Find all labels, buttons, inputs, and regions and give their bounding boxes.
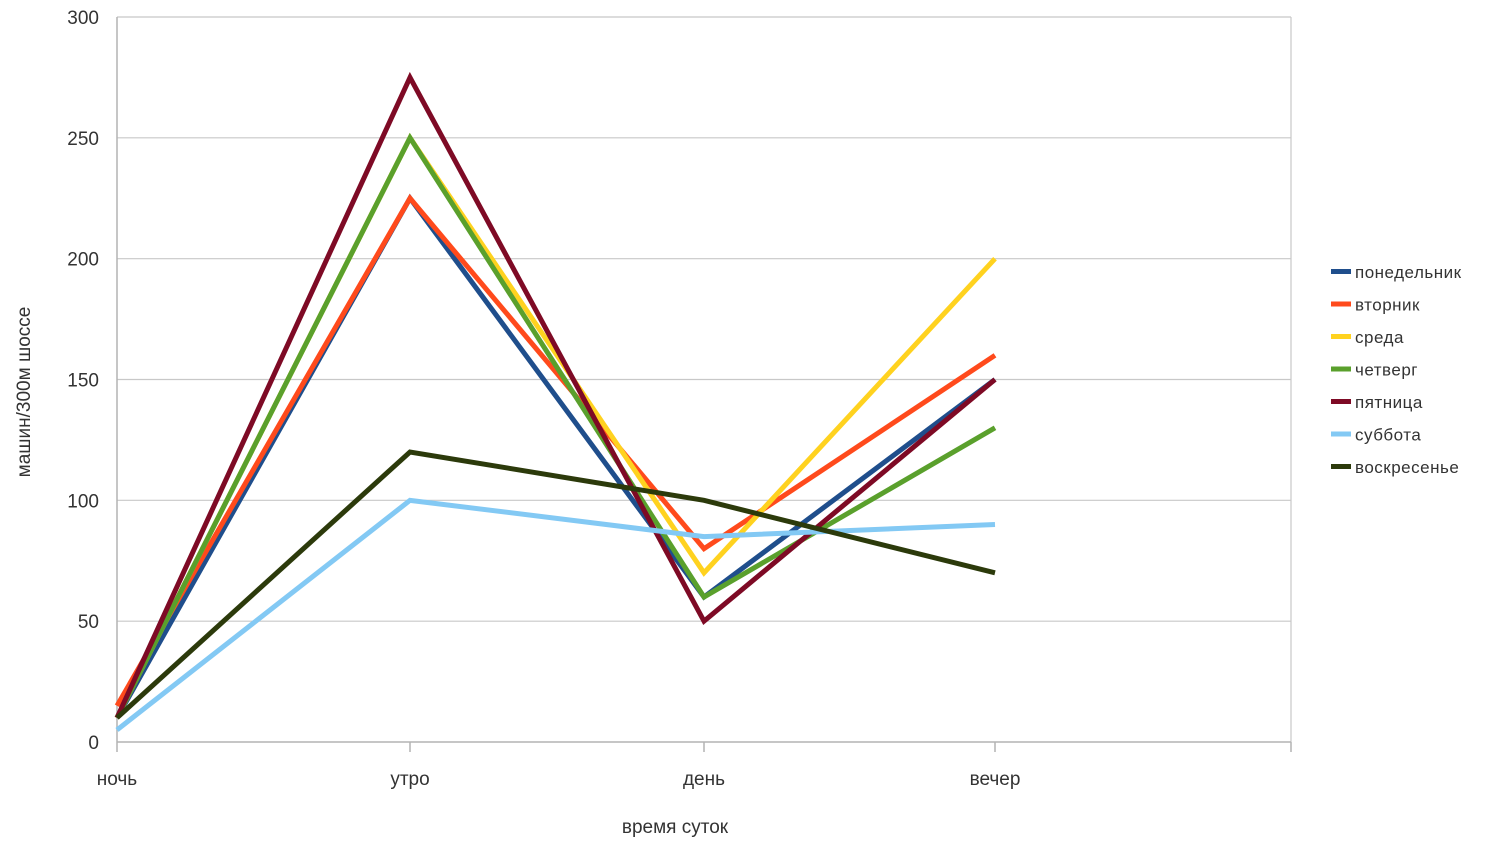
legend-label: суббота [1355,426,1421,445]
series-line-7 [115,449,996,720]
y-axis-ticks: 0 50 100 150 200 250 300 [67,8,99,754]
legend-swatch [1331,399,1351,404]
series-lines [114,71,997,732]
legend-swatch [1331,269,1351,274]
legend-swatch [1331,301,1351,307]
legend-label: пятница [1355,393,1423,412]
y-tick-label: 250 [67,129,99,150]
legend-swatch [1331,334,1351,339]
legend: понедельник вторник среда четверг пятница суб… [1331,263,1462,477]
series-line-1 [114,193,997,720]
x-axis-title: время суток [622,817,729,838]
x-tick-label: утро [390,769,429,790]
y-tick-label: 200 [67,250,99,271]
y-tick-label: 100 [67,491,99,512]
x-tick-label: вечер [970,769,1021,790]
y-tick-label: 50 [78,612,99,633]
legend-label: воскресенье [1355,458,1459,477]
y-axis-title: машин/300м шоссе [14,307,35,478]
legend-swatch [1331,464,1351,469]
y-tick-label: 300 [67,8,99,29]
legend-label: среда [1355,328,1404,347]
legend-swatch [1331,431,1351,437]
series-line-2 [114,193,997,707]
legend-label: четверг [1355,361,1418,380]
x-tick-label: ночь [97,769,138,790]
x-axis-ticks: ночь утро день вечер [97,742,1292,790]
y-tick-label: 0 [88,733,99,754]
legend-label: понедельник [1355,263,1462,282]
legend-swatch [1331,366,1351,372]
series-line-4 [114,132,997,719]
x-tick-label: день [683,769,725,790]
series-line-6 [115,497,996,732]
y-tick-label: 150 [67,371,99,392]
gridlines [117,16,1291,622]
legend-label: вторник [1355,296,1420,315]
series-line-5 [114,71,997,719]
